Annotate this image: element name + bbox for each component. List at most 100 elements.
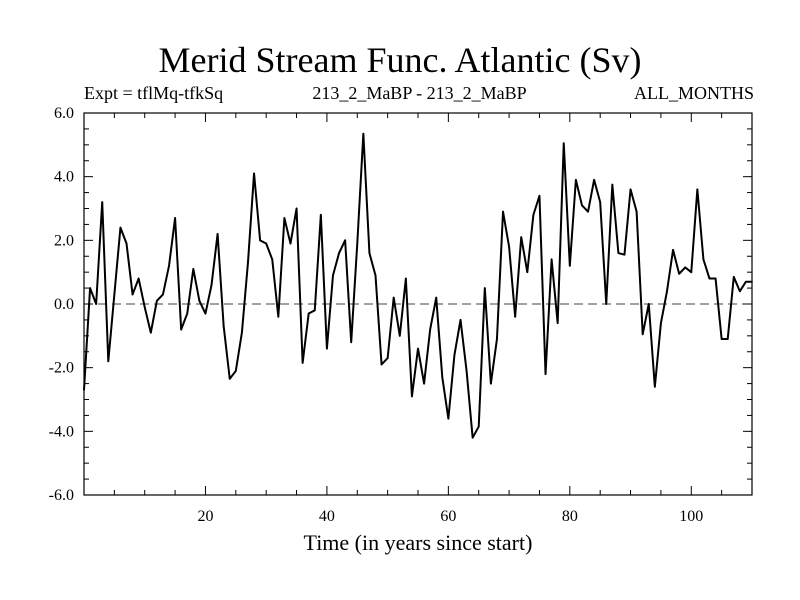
data-point: [739, 290, 741, 293]
tick-labels: -6.0 -4.0 -2.0 0.0 2.0 4.0 6.0 20 40 60 80 100: [49, 105, 704, 525]
data-point: [447, 417, 450, 420]
data-point: [514, 315, 516, 318]
data-point: [338, 252, 340, 254]
data-point: [301, 362, 304, 364]
data-point: [277, 315, 280, 318]
run-label: 213_2_MaBP - 213_2_MaBP: [312, 83, 527, 103]
data-point: [320, 214, 322, 216]
data-point: [326, 347, 328, 350]
data-point: [611, 183, 614, 186]
data-point: [496, 338, 498, 340]
data-point: [283, 217, 286, 219]
data-point: [453, 354, 456, 356]
data-point: [654, 385, 656, 388]
data-point: [101, 201, 104, 203]
data-point: [581, 204, 583, 207]
x-tick-label: 60: [440, 508, 456, 525]
data-point: [350, 341, 353, 344]
data-point: [125, 242, 128, 245]
data-point: [477, 425, 480, 428]
data-point: [150, 331, 152, 334]
x-axis-label: Time (in years since start): [303, 530, 533, 555]
data-point: [204, 312, 207, 315]
ticks-layer: [84, 112, 752, 496]
data-point: [538, 194, 541, 197]
data-point: [660, 322, 662, 324]
y-tick-label: 6.0: [54, 105, 74, 122]
experiment-label: Expt = tflMq-tfkSq: [84, 83, 224, 103]
data-point: [429, 328, 431, 331]
data-point: [241, 331, 243, 334]
data-point: [672, 249, 674, 251]
series-line: [83, 132, 752, 439]
data-point: [174, 217, 176, 219]
data-point: [411, 395, 413, 398]
data-point: [198, 300, 201, 302]
data-point: [119, 226, 122, 229]
data-point: [162, 293, 164, 296]
data-point: [726, 338, 729, 340]
y-tick-label: 4.0: [54, 169, 74, 186]
data-point: [720, 338, 723, 340]
data-point: [313, 309, 316, 312]
data-point: [398, 335, 401, 337]
data-point: [490, 382, 492, 385]
y-tick-label: -4.0: [49, 423, 74, 440]
data-point: [289, 242, 292, 245]
data-point: [635, 210, 638, 213]
data-point: [526, 271, 529, 273]
data-point: [508, 245, 510, 248]
data-point: [113, 293, 116, 296]
data-point: [192, 268, 195, 270]
data-point: [544, 373, 547, 375]
data-point: [441, 376, 444, 379]
data-point: [605, 303, 608, 305]
data-point: [666, 290, 668, 293]
data-point: [386, 357, 389, 359]
data-point: [502, 210, 504, 213]
data-point: [247, 261, 249, 264]
data-point: [143, 306, 146, 308]
data-point: [708, 277, 711, 280]
data-point: [417, 347, 419, 350]
data-point: [617, 252, 620, 254]
data-point: [368, 252, 371, 254]
data-point: [532, 214, 535, 216]
data-point: [107, 360, 110, 363]
data-point: [89, 287, 91, 289]
data-point: [259, 239, 261, 242]
data-point: [690, 271, 693, 273]
data-point: [569, 265, 571, 267]
data-point: [307, 312, 310, 315]
data-point: [362, 132, 365, 135]
data-point: [332, 274, 334, 277]
data-point: [520, 236, 523, 238]
data-point: [435, 296, 438, 299]
data-point: [423, 382, 425, 385]
data-point: [587, 210, 589, 213]
y-tick-label: -6.0: [49, 487, 74, 504]
data-point: [271, 258, 274, 261]
data-point: [356, 242, 359, 245]
data-point: [168, 265, 170, 267]
data-point: [186, 312, 189, 315]
data-point: [714, 277, 717, 280]
data-point: [623, 253, 626, 256]
data-point: [180, 328, 182, 331]
x-tick-label: 80: [562, 508, 578, 525]
data-point: [210, 284, 213, 286]
data-point: [392, 296, 395, 299]
plot-frame: [83, 112, 753, 496]
data-point: [344, 239, 346, 242]
y-tick-label: -2.0: [49, 360, 74, 377]
data-point: [702, 258, 705, 261]
data-point: [684, 266, 686, 269]
data-point: [593, 179, 595, 181]
data-point: [228, 378, 231, 380]
x-tick-label: 100: [679, 508, 703, 525]
chart-title: Merid Stream Func. Atlantic (Sv): [158, 40, 642, 80]
data-point: [131, 293, 134, 296]
data-point: [484, 287, 486, 289]
data-point: [253, 172, 255, 175]
